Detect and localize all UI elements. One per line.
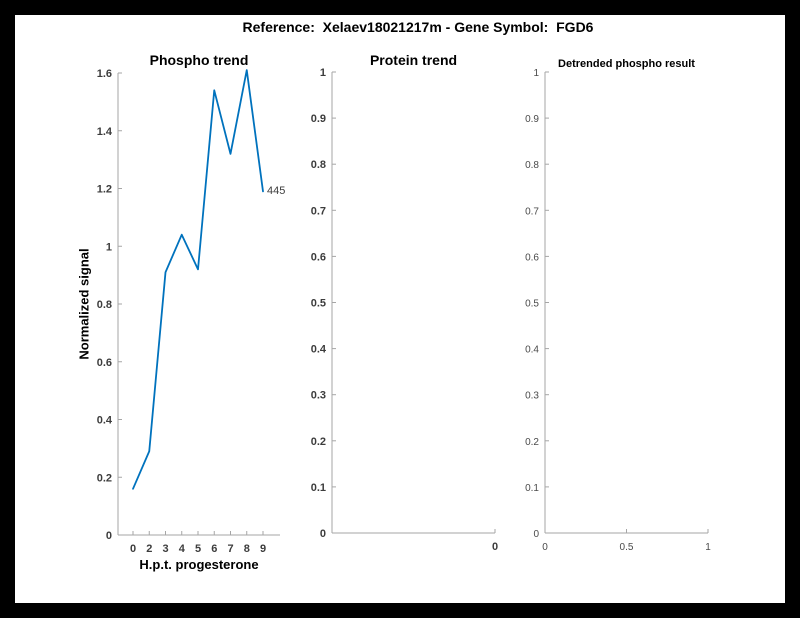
y-tick-label: 0 xyxy=(533,529,539,540)
figure-title: Reference: Xelaev18021217m - Gene Symbol… xyxy=(242,19,594,35)
y-tick-label: 0.2 xyxy=(311,436,326,448)
y-tick-label: 0.9 xyxy=(525,114,539,125)
x-tick-label: 6 xyxy=(211,543,217,555)
y-tick-label: 1.4 xyxy=(97,126,113,138)
figure-background xyxy=(15,15,785,603)
y-tick-label: 0.9 xyxy=(311,113,326,125)
y-tick-label: 0.1 xyxy=(525,483,539,494)
y-axis-label: Normalized signal xyxy=(76,248,92,360)
x-axis-label: H.p.t. progesterone xyxy=(139,557,259,572)
y-tick-label: 1 xyxy=(320,67,326,79)
axes-plot-2: 0 0.1 0.2 0.3 0.4 0.5 0.6 0.7 0.8 0.9 1 0 0.5 1 xyxy=(525,68,711,553)
y-tick-label: 0.3 xyxy=(311,390,326,402)
y-tick-label: 0.5 xyxy=(311,298,326,310)
y-tick-label: 1.2 xyxy=(97,184,112,196)
y-tick-label: 0.2 xyxy=(97,472,112,484)
y-tick-label: 0 xyxy=(106,530,112,542)
y-tick-label: 1 xyxy=(533,68,539,79)
x-tick-label: 7 xyxy=(227,543,233,555)
x-tick-label: 2 xyxy=(146,543,152,555)
y-tick-label: 0.4 xyxy=(311,344,327,356)
y-tick-label: 0.3 xyxy=(525,391,539,402)
phospho-series-line xyxy=(132,69,264,490)
y-tick-label: 0.7 xyxy=(525,206,539,217)
x-tick-label: 4 xyxy=(179,543,186,555)
y-tick-label: 0.4 xyxy=(97,415,113,427)
x-tick-label: 5 xyxy=(195,543,201,555)
y-tick-label: 0.2 xyxy=(525,437,539,448)
series-end-value-label: 445 xyxy=(267,185,286,197)
x-tick-label: 0 xyxy=(542,542,548,553)
y-tick-label: 0.8 xyxy=(311,159,326,171)
y-tick-label: 0.8 xyxy=(525,160,539,171)
axes-plot-1: 0 0.1 0.2 0.3 0.4 0.5 0.6 0.7 0.8 0.9 1 0 xyxy=(311,67,498,553)
y-tick-label: 1 xyxy=(106,241,112,253)
x-tick-label: 0 xyxy=(492,541,498,553)
y-tick-label: 0.1 xyxy=(311,482,326,494)
x-tick-label: 8 xyxy=(244,543,250,555)
y-tick-label: 1.6 xyxy=(97,68,112,80)
x-tick-label: 9 xyxy=(260,543,266,555)
y-tick-label: 0.5 xyxy=(525,299,539,310)
phospho-trend-title: Phospho trend xyxy=(149,52,249,68)
x-tick-label: 0.5 xyxy=(620,542,634,553)
y-tick-label: 0.6 xyxy=(525,252,539,263)
y-tick-label: 0.6 xyxy=(311,251,326,263)
protein-trend-title: Protein trend xyxy=(369,52,458,68)
y-tick-label: 0.8 xyxy=(97,299,112,311)
y-tick-label: 0 xyxy=(320,528,326,540)
x-tick-label: 0 xyxy=(130,543,136,555)
axes-plot-0: 00.20.40.60.811.21.41.60 2 3 4 5 6 7 8 9 xyxy=(97,68,280,555)
y-tick-label: 0.4 xyxy=(525,345,539,356)
detrended-phospho-title: Detrended phospho result xyxy=(558,58,695,70)
x-tick-label: 1 xyxy=(705,542,711,553)
x-tick-label: 3 xyxy=(162,543,168,555)
y-tick-label: 0.7 xyxy=(311,205,326,217)
y-tick-label: 0.6 xyxy=(97,357,112,369)
